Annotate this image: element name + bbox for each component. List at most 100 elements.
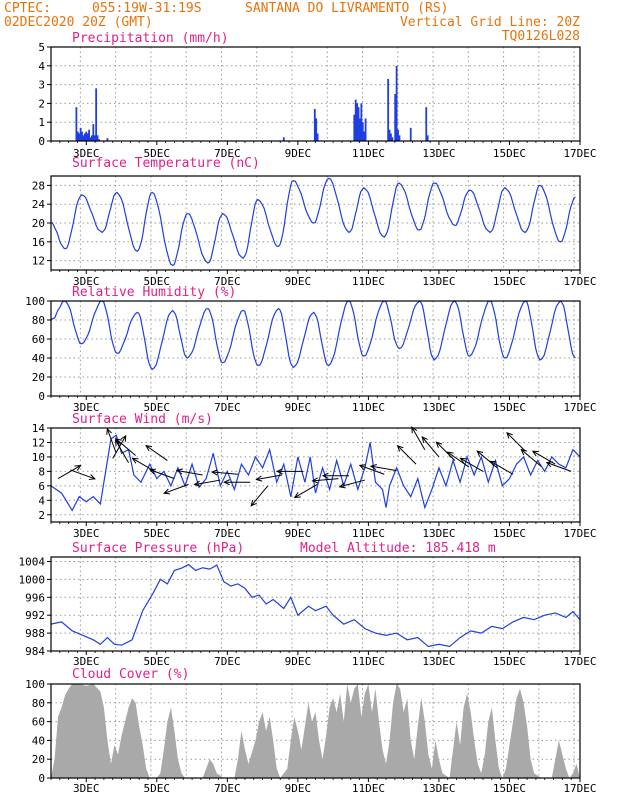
wind-arrow-shaft xyxy=(421,436,440,458)
pressure-ytick: 988 xyxy=(25,627,45,640)
panel-cloud: Cloud Cover (%) 0 20 40 60 80 100 3DEC 5DEC 7DEC 9… xyxy=(25,667,596,795)
precipitation-ytick: 0 xyxy=(38,135,45,148)
precip-bar xyxy=(92,124,95,141)
humidity-xtick: 17DEC xyxy=(563,401,596,414)
precip-bar xyxy=(394,94,397,141)
temperature-ytick: 12 xyxy=(32,255,45,268)
wind-arrow-shaft xyxy=(250,485,269,507)
precipitation-xtick: 7DEC xyxy=(214,147,241,160)
wind-arrow-head xyxy=(293,492,301,498)
pressure-ytick: 1000 xyxy=(19,573,46,586)
humidity-ytick: 60 xyxy=(32,333,45,346)
wind-arrow-shaft xyxy=(411,426,426,450)
precip-bar xyxy=(76,131,79,141)
precipitation-xtick: 11DEC xyxy=(352,147,385,160)
wind-arrow-head xyxy=(74,465,82,471)
humidity-xtick: 11DEC xyxy=(352,401,385,414)
header-station: SANTANA DO LIVRAMENTO (RS) xyxy=(245,1,449,16)
precip-bar xyxy=(361,122,364,141)
pressure-xtick: 5DEC xyxy=(144,655,171,668)
wind-arrow-head xyxy=(311,477,319,484)
wind-arrow-shaft xyxy=(145,445,168,461)
pressure-xtick: 7DEC xyxy=(214,655,241,668)
pressure-annotation: Model Altitude: 185.418 m xyxy=(300,541,496,556)
panel-pressure: Surface Pressure (hPa) Model Altitude: 18… xyxy=(19,541,597,668)
humidity-xtick: 9DEC xyxy=(285,401,312,414)
precip-bar xyxy=(282,137,285,141)
precip-bar xyxy=(388,129,391,141)
humidity-xtick: 7DEC xyxy=(214,401,241,414)
precip-bar xyxy=(364,118,367,141)
wind-arrow-shaft xyxy=(294,483,318,498)
wind-arrow-shaft xyxy=(194,479,221,486)
wind-arrow-shaft xyxy=(370,465,397,472)
precip-bar xyxy=(82,135,85,141)
humidity-ytick: 100 xyxy=(25,295,45,308)
wind-arrow-head xyxy=(369,464,377,471)
wind-arrow-head xyxy=(148,468,157,475)
wind-arrow-head xyxy=(459,457,467,464)
precip-bar xyxy=(75,107,78,141)
wind-arrow-shaft xyxy=(163,483,189,494)
wind-arrow-shaft xyxy=(70,469,95,480)
temperature-xtick: 7DEC xyxy=(214,275,241,288)
pressure-xtick: 3DEC xyxy=(73,655,100,668)
cloud-ytick: 40 xyxy=(32,734,45,747)
precip-bar xyxy=(395,65,398,141)
wind-arrow-shaft xyxy=(339,479,366,488)
temperature-line xyxy=(50,177,576,266)
wind-arrow-head xyxy=(545,461,553,468)
wind-arrow-shaft xyxy=(57,465,81,480)
humidity-ytick: 40 xyxy=(32,352,45,365)
wind-arrow-head xyxy=(435,441,443,448)
wind-xtick: 13DEC xyxy=(422,527,455,540)
wind-arrow-shaft xyxy=(436,441,456,461)
humidity-xtick: 5DEC xyxy=(144,401,171,414)
precip-bar xyxy=(79,127,82,141)
precip-bar xyxy=(93,135,96,141)
panel-humidity: Relative Humidity (%) 0 20 40 60 80 100 3DEC 5DE… xyxy=(25,285,596,414)
precip-bar xyxy=(398,135,401,141)
temperature-title: Surface Temperature (nC) xyxy=(72,156,260,171)
wind-title: Surface Wind (m/s) xyxy=(72,412,213,427)
wind-xtick: 11DEC xyxy=(352,527,385,540)
wind-arrow-head xyxy=(411,426,418,434)
wind-arrow-shaft xyxy=(460,457,484,472)
pressure-ytick: 992 xyxy=(25,609,45,622)
header-model: TQ0126L028 xyxy=(502,29,580,44)
pressure-xtick: 11DEC xyxy=(352,655,385,668)
wind-ytick: 2 xyxy=(38,509,45,522)
wind-arrow-shaft xyxy=(149,469,175,480)
precip-bar xyxy=(88,129,90,141)
cloud-ytick: 60 xyxy=(32,716,45,729)
precip-bar xyxy=(359,118,361,141)
header-source: CPTEC: xyxy=(4,1,51,16)
temperature-xtick: 3DEC xyxy=(73,275,100,288)
precip-bar xyxy=(315,118,318,141)
wind-arrow-head xyxy=(106,427,112,435)
wind-arrow-head xyxy=(250,499,257,507)
precip-bar xyxy=(106,138,109,141)
humidity-xtick: 3DEC xyxy=(73,401,100,414)
pressure-ytick: 1004 xyxy=(19,555,46,568)
cloud-xtick: 7DEC xyxy=(214,782,241,795)
wind-xtick: 5DEC xyxy=(144,527,171,540)
temperature-ytick: 28 xyxy=(32,179,45,192)
wind-arrow-shaft xyxy=(447,451,470,468)
precipitation-xtick: 9DEC xyxy=(285,147,312,160)
cloud-xtick: 9DEC xyxy=(285,782,312,795)
temperature-xtick: 15DEC xyxy=(493,275,526,288)
wind-arrow-head xyxy=(446,451,454,458)
wind-arrow-head xyxy=(476,450,484,457)
precip-bar xyxy=(391,137,394,141)
wind-arrow-head xyxy=(163,488,171,495)
precipitation-xtick: 13DEC xyxy=(422,147,455,160)
precipitation-xtick: 15DEC xyxy=(493,147,526,160)
precipitation-xtick: 5DEC xyxy=(144,147,171,160)
wind-arrow-shaft xyxy=(359,464,385,475)
wind-arrow-head xyxy=(421,436,428,443)
precip-bar xyxy=(357,107,360,141)
precipitation-xtick: 17DEC xyxy=(563,147,596,160)
wind-arrow-head xyxy=(321,472,329,479)
